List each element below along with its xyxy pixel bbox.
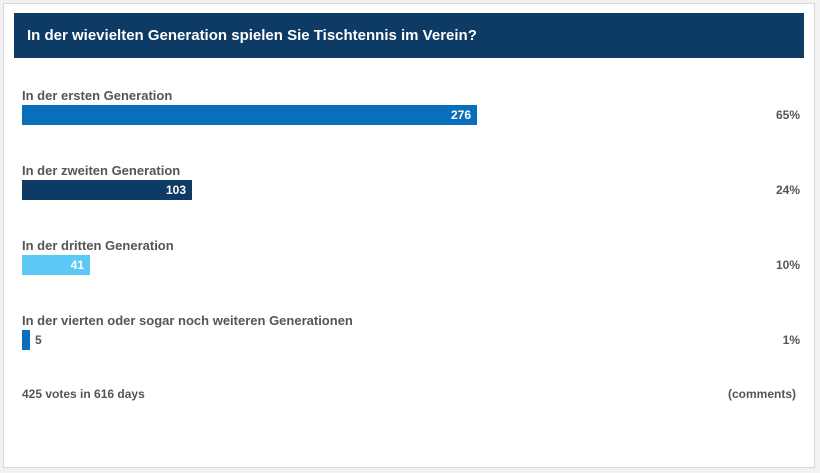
bar (22, 330, 30, 350)
poll-widget: In der wievielten Generation spielen Sie… (3, 3, 815, 468)
bar-track: 41 (22, 255, 722, 275)
bar-count-label: 41 (70, 258, 84, 272)
option-label: In der zweiten Generation (22, 163, 181, 178)
comments-link[interactable]: (comments) (727, 387, 796, 401)
bar-track: 103 (22, 180, 722, 200)
option-percent: 10% (775, 258, 800, 272)
option-percent: 1% (782, 333, 800, 347)
poll-question: In der wievielten Generation spielen Sie… (14, 13, 804, 58)
option-percent: 65% (775, 108, 800, 122)
poll-option: In der ersten Generation 276 65% (22, 88, 800, 138)
bar-count-label: 276 (450, 108, 471, 122)
option-percent: 24% (775, 183, 800, 197)
votes-summary: 425 votes in 616 days (22, 387, 145, 401)
bar-count-label: 103 (165, 183, 186, 197)
bar-count-label: 5 (35, 333, 42, 347)
bar (22, 180, 192, 200)
option-label: In der dritten Generation (22, 238, 174, 253)
bar (22, 255, 90, 275)
option-label: In der vierten oder sogar noch weiteren … (22, 313, 353, 328)
poll-option: In der vierten oder sogar noch weiteren … (22, 313, 800, 363)
bar-track: 276 (22, 105, 722, 125)
option-label: In der ersten Generation (22, 88, 173, 103)
poll-option: In der zweiten Generation 103 24% (22, 163, 800, 213)
bar (22, 105, 477, 125)
poll-option: In der dritten Generation 41 10% (22, 238, 800, 288)
bar-track: 5 (22, 330, 722, 350)
